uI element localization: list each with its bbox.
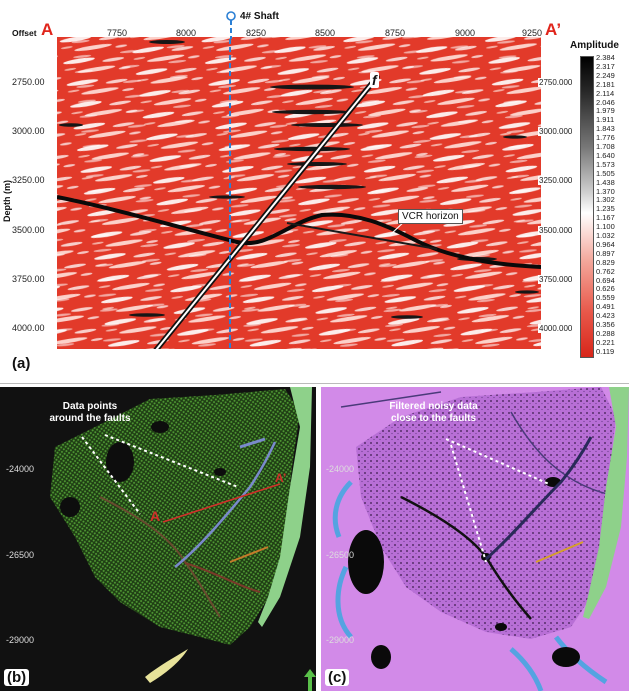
y-tick: -26500 [326,550,355,560]
y-tick: -29000 [326,635,355,645]
colorbar-tick-label: 2.114 [596,88,615,98]
colorbar-tick-label: 1.167 [596,213,615,223]
colorbar-title: Amplitude [570,40,619,51]
colorbar-tick-label: 1.640 [596,150,615,160]
x-tick: 8000 [176,28,197,38]
shaft-label: 4# Shaft [240,11,279,22]
section-start-label: A [41,20,54,39]
panel-label-a: (a) [9,355,34,372]
depth-tick-left: 3000.00 [12,126,45,136]
reflectors [59,40,539,319]
panel-b: A A’ Data points around the faults -2400… [0,387,316,691]
colorbar-tick-label: 1.235 [596,204,615,214]
colorbar-tick-label: 0.829 [596,257,615,267]
seismic-section [57,37,541,349]
depth-tick-right: 3500.000 [538,226,574,235]
colorbar-tick-label: 0.423 [596,311,615,321]
y-tick: -24000 [6,464,35,474]
colorbar-tick-label: 0.491 [596,302,615,312]
colorbar-tick-label: 1.302 [596,195,615,205]
y-tick: -26500 [6,550,35,560]
colorbar-tick-label: 2.317 [596,61,615,71]
filtered-surface-map [321,387,629,691]
colorbar-tick-label: 0.762 [596,266,615,276]
depth-tick-left: 2750.00 [12,77,45,87]
colorbar-tick-label: 0.356 [596,320,615,329]
colorbar-tick-label: 1.100 [596,222,615,232]
vcr-horizon [57,195,541,269]
horizon-label: VCR horizon [398,209,463,224]
colorbar-tick-label: 1.708 [596,142,615,151]
x-tick: 8500 [315,28,336,38]
colorbar-tick-label: 1.032 [596,231,615,240]
colorbar-tick-label: 0.221 [596,337,615,347]
colorbar-tick-label: 0.119 [596,346,615,356]
callout-b: Data points around the faults [49,401,131,424]
offset-label: Offset [12,28,37,38]
x-tick: 9250 [522,28,543,38]
colorbar-tick-label: 1.573 [596,159,615,169]
point-cloud-map [50,387,316,691]
y-axis-label: Depth (m) [2,180,12,222]
colorbar-tick-label: 1.505 [596,168,615,178]
panel-a: Offset A A’ 7750 8000 8250 8500 8750 900… [2,11,619,372]
fault-label: f [370,72,379,88]
shaft-marker [226,11,236,39]
colorbar-tick-label: 2.181 [596,79,615,89]
colorbar-tick-label: 1.843 [596,124,615,134]
depth-tick-right: 2750.000 [538,78,574,87]
x-tick: 9000 [455,28,476,38]
depth-tick-right: 3000.000 [538,127,574,136]
depth-tick-right: 4000.000 [538,324,574,333]
colorbar-tick-label: 2.384 [596,53,615,62]
colorbar-tick-label: 2.249 [596,70,615,80]
colorbar-tick-label: 0.897 [596,248,615,258]
colorbar-tick-label: 2.046 [596,97,615,107]
y-tick: -24000 [326,464,355,474]
point-a-prime-label: A’ [275,471,287,485]
y-tick: -29000 [6,635,35,645]
depth-tick-left: 3500.00 [12,225,45,235]
depth-tick-left: 3750.00 [12,274,45,284]
callout-c: Filtered noisy data close to the faults [389,401,478,424]
x-tick: 8250 [246,28,267,38]
colorbar-tick-label: 0.288 [596,328,615,338]
panel-label-b: (b) [4,669,30,686]
depth-tick-right: 3250.000 [538,176,574,185]
colorbar-tick-label: 0.694 [596,275,615,285]
x-tick: 8750 [385,28,406,38]
x-tick: 7750 [107,28,128,38]
divider [0,383,629,384]
depth-tick-left: 3250.00 [12,175,45,185]
section-end-label: A’ [545,20,562,39]
colorbar-tick-label: 1.979 [596,106,615,116]
amplitude-colorbar [580,56,594,358]
colorbar-tick-label: 1.911 [596,115,615,125]
colorbar-tick-label: 0.559 [596,293,615,303]
colorbar-tick-label: 0.964 [596,239,615,249]
depth-tick-right: 3750.000 [538,275,574,284]
colorbar-tick-label: 1.776 [596,133,615,143]
panel-label-c: (c) [325,669,350,686]
point-a-label: A [150,508,161,524]
colorbar-tick-label: 1.438 [596,177,615,187]
panel-c: Filtered noisy data close to the faults … [321,387,629,691]
colorbar-tick-label: 1.370 [596,186,615,196]
colorbar-tick-label: 0.626 [596,284,615,294]
depth-tick-left: 4000.00 [12,323,45,333]
